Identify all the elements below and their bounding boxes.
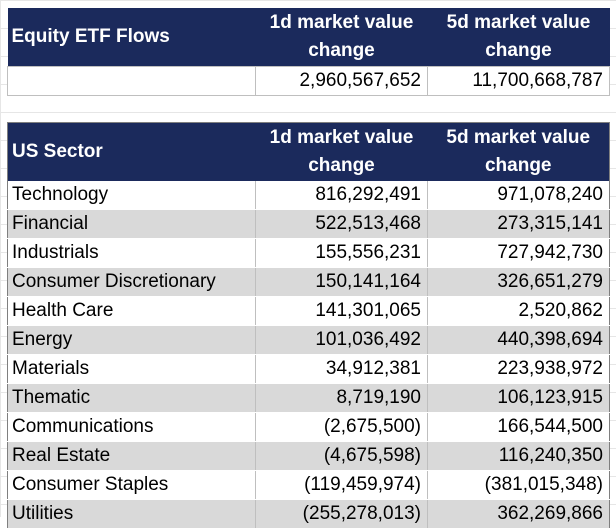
table-row: Financial 522,513,468 273,315,141 <box>7 209 610 239</box>
sector-5d-header[interactable]: 5d market value change <box>427 122 610 181</box>
etf-flows-1d-value[interactable]: 2,960,567,652 <box>255 66 428 96</box>
table-row: Energy 101,036,492 440,398,694 <box>7 325 610 355</box>
sector-name-cell[interactable]: Energy <box>7 325 256 355</box>
sector-5d-cell[interactable]: 2,520,862 <box>427 296 610 326</box>
sector-1d-cell[interactable]: 34,912,381 <box>255 354 428 384</box>
sector-1d-cell[interactable]: (119,459,974) <box>255 470 428 500</box>
table-row: Health Care 141,301,065 2,520,862 <box>7 296 610 326</box>
sector-1d-cell[interactable]: 816,292,491 <box>255 181 428 210</box>
sector-rows: Technology 816,292,491 971,078,240 Financia… <box>7 181 610 529</box>
sector-1d-cell[interactable]: 155,556,231 <box>255 238 428 268</box>
sector-name-cell[interactable]: Utilities <box>7 499 256 529</box>
sector-5d-cell[interactable]: 116,240,350 <box>427 441 610 471</box>
sector-1d-cell[interactable]: (255,278,013) <box>255 499 428 529</box>
sector-name-cell[interactable]: Financial <box>7 209 256 239</box>
sector-5d-cell[interactable]: 166,544,500 <box>427 412 610 442</box>
sector-name-cell[interactable]: Thematic <box>7 383 256 413</box>
table-row: Materials 34,912,381 223,938,972 <box>7 354 610 384</box>
sector-1d-cell[interactable]: 150,141,164 <box>255 267 428 297</box>
sector-5d-cell[interactable]: 440,398,694 <box>427 325 610 355</box>
sector-name-cell[interactable]: Materials <box>7 354 256 384</box>
sector-5d-cell[interactable]: 106,123,915 <box>427 383 610 413</box>
sector-1d-header[interactable]: 1d market value change <box>255 122 428 181</box>
sector-1d-cell[interactable]: 101,036,492 <box>255 325 428 355</box>
sector-5d-cell[interactable]: 326,651,279 <box>427 267 610 297</box>
table-row: Real Estate (4,675,598) 116,240,350 <box>7 441 610 471</box>
equity-etf-flows-table: Equity ETF Flows 1d market value change … <box>7 8 610 96</box>
sector-5d-cell[interactable]: 273,315,141 <box>427 209 610 239</box>
etf-flows-title[interactable]: Equity ETF Flows <box>7 8 256 67</box>
etf-flows-values-row: 2,960,567,652 11,700,668,787 <box>7 66 610 96</box>
sector-name-cell[interactable]: Health Care <box>7 296 256 326</box>
table-row: Thematic 8,719,190 106,123,915 <box>7 383 610 413</box>
table-row: Consumer Staples (119,459,974) (381,015,34… <box>7 470 610 500</box>
sector-name-cell[interactable]: Consumer Staples <box>7 470 256 500</box>
table-row: Communications (2,675,500) 166,544,500 <box>7 412 610 442</box>
sector-5d-cell[interactable]: 362,269,866 <box>427 499 610 529</box>
sector-1d-cell[interactable]: (2,675,500) <box>255 412 428 442</box>
sector-5d-cell[interactable]: (381,015,348) <box>427 470 610 500</box>
table-row: Industrials 155,556,231 727,942,730 <box>7 238 610 268</box>
etf-flows-empty-cell[interactable] <box>7 66 256 96</box>
sector-1d-cell[interactable]: 141,301,065 <box>255 296 428 326</box>
us-sector-table: US Sector 1d market value change 5d mark… <box>7 122 610 529</box>
etf-flows-5d-value[interactable]: 11,700,668,787 <box>427 66 610 96</box>
sector-5d-cell[interactable]: 223,938,972 <box>427 354 610 384</box>
sector-name-cell[interactable]: Consumer Discretionary <box>7 267 256 297</box>
sector-name-cell[interactable]: Real Estate <box>7 441 256 471</box>
sector-title[interactable]: US Sector <box>7 122 256 181</box>
etf-flows-1d-header[interactable]: 1d market value change <box>255 8 428 67</box>
sector-1d-cell[interactable]: 8,719,190 <box>255 383 428 413</box>
sector-header-row: US Sector 1d market value change 5d mark… <box>7 122 610 181</box>
table-row: Technology 816,292,491 971,078,240 <box>7 181 610 210</box>
sector-5d-cell[interactable]: 727,942,730 <box>427 238 610 268</box>
sector-1d-cell[interactable]: 522,513,468 <box>255 209 428 239</box>
table-row: Utilities (255,278,013) 362,269,866 <box>7 499 610 529</box>
sector-name-cell[interactable]: Technology <box>7 181 256 210</box>
etf-flows-header-row: Equity ETF Flows 1d market value change … <box>7 8 610 67</box>
table-row: Consumer Discretionary 150,141,164 326,651… <box>7 267 610 297</box>
sector-5d-cell[interactable]: 971,078,240 <box>427 181 610 210</box>
sector-1d-cell[interactable]: (4,675,598) <box>255 441 428 471</box>
sector-name-cell[interactable]: Communications <box>7 412 256 442</box>
sector-name-cell[interactable]: Industrials <box>7 238 256 268</box>
etf-flows-5d-header[interactable]: 5d market value change <box>427 8 610 67</box>
